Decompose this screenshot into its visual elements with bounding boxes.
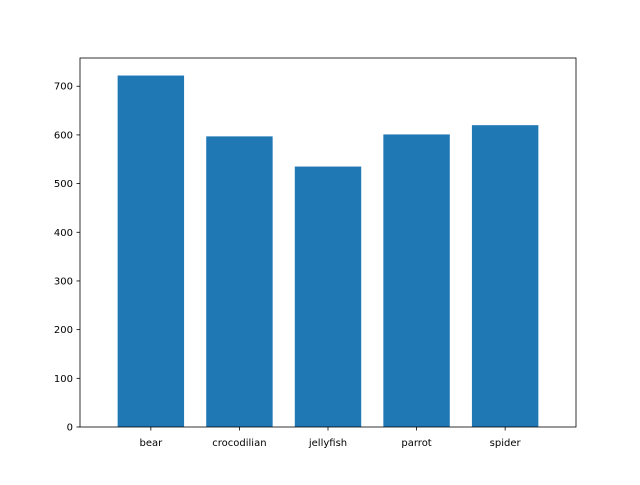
y-tick-label: 200 [54,325,73,336]
x-tick-label-crocodilian: crocodilian [212,438,266,449]
x-tick-label-parrot: parrot [401,438,431,449]
bar-crocodilian [206,136,273,428]
y-tick-label: 700 [54,82,73,93]
bars-group [117,75,539,428]
x-axis: bear crocodilian jellyfish parrot spider [139,427,522,449]
bar-parrot [383,134,450,427]
bar-bear [117,75,185,428]
y-axis: 0 100 200 300 400 500 600 700 [54,82,80,434]
x-tick-label-spider: spider [490,438,522,449]
y-tick-label: 500 [54,179,73,190]
y-tick-label: 600 [54,130,73,141]
bar-jellyfish [294,166,362,427]
axes-frame [79,57,577,428]
y-tick-label: 400 [54,228,73,239]
bar-spider [471,125,539,428]
y-tick-label: 100 [54,374,73,385]
x-tick-label-bear: bear [139,438,163,449]
y-tick-label: 0 [67,423,73,434]
y-tick-label: 300 [54,276,73,287]
x-tick-label-jellyfish: jellyfish [308,438,347,449]
